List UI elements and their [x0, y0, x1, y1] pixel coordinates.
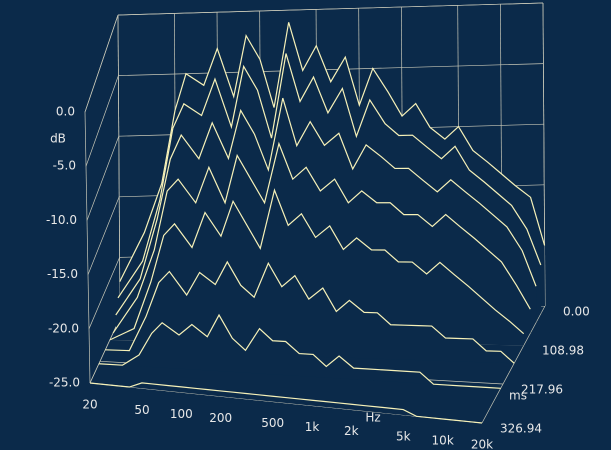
decay-slice	[112, 141, 531, 334]
y-axis-label: dB	[50, 132, 66, 146]
y-tick-label: 0.0	[56, 105, 75, 119]
grid-line	[86, 136, 120, 221]
decay-slice	[89, 382, 483, 424]
decay-slice	[119, 22, 546, 282]
box-edge	[84, 111, 91, 384]
y-tick-label: -20.0	[48, 321, 79, 335]
slice-fill	[98, 315, 501, 389]
box-edge	[481, 305, 546, 424]
z-tick-label: 108.98	[542, 344, 584, 358]
x-tick-label: 20k	[471, 438, 493, 450]
decay-slice	[105, 260, 515, 364]
grid-line	[84, 14, 119, 113]
decay-slice	[115, 97, 537, 316]
x-tick-label: 10k	[432, 433, 454, 447]
x-axis-label: Hz	[365, 411, 380, 425]
grid-line	[87, 196, 120, 275]
y-tick-label: -25.0	[49, 376, 80, 390]
x-tick-label: 200	[209, 411, 232, 425]
grid-line	[542, 2, 546, 307]
y-tick-label: -10.0	[46, 213, 77, 227]
decay-slice	[98, 313, 501, 389]
z-tick-label: 217.96	[521, 383, 563, 397]
x-tick-label: 1k	[305, 420, 320, 434]
slice-fill	[90, 382, 482, 423]
decay-slice	[117, 53, 542, 299]
y-tick-label: -15.0	[47, 267, 78, 281]
x-tick-label: 100	[170, 407, 193, 421]
decay-slice	[109, 188, 525, 341]
grid-line	[118, 63, 544, 76]
x-tick-label: 50	[134, 403, 149, 417]
x-tick-label: 5k	[396, 429, 411, 443]
x-tick-label: 2k	[344, 424, 359, 438]
grid-line	[117, 2, 544, 16]
x-tick-label: 20	[82, 398, 97, 412]
grid-line	[85, 75, 119, 167]
z-axis-label: ms	[509, 389, 527, 403]
z-tick-label: 326.94	[500, 422, 542, 436]
x-tick-label: 500	[261, 416, 284, 430]
z-tick-label: 0.00	[563, 305, 590, 319]
grid-line	[88, 257, 120, 329]
y-tick-label: -5.0	[53, 159, 76, 173]
grid-line	[117, 14, 121, 319]
grid-line	[89, 317, 121, 384]
